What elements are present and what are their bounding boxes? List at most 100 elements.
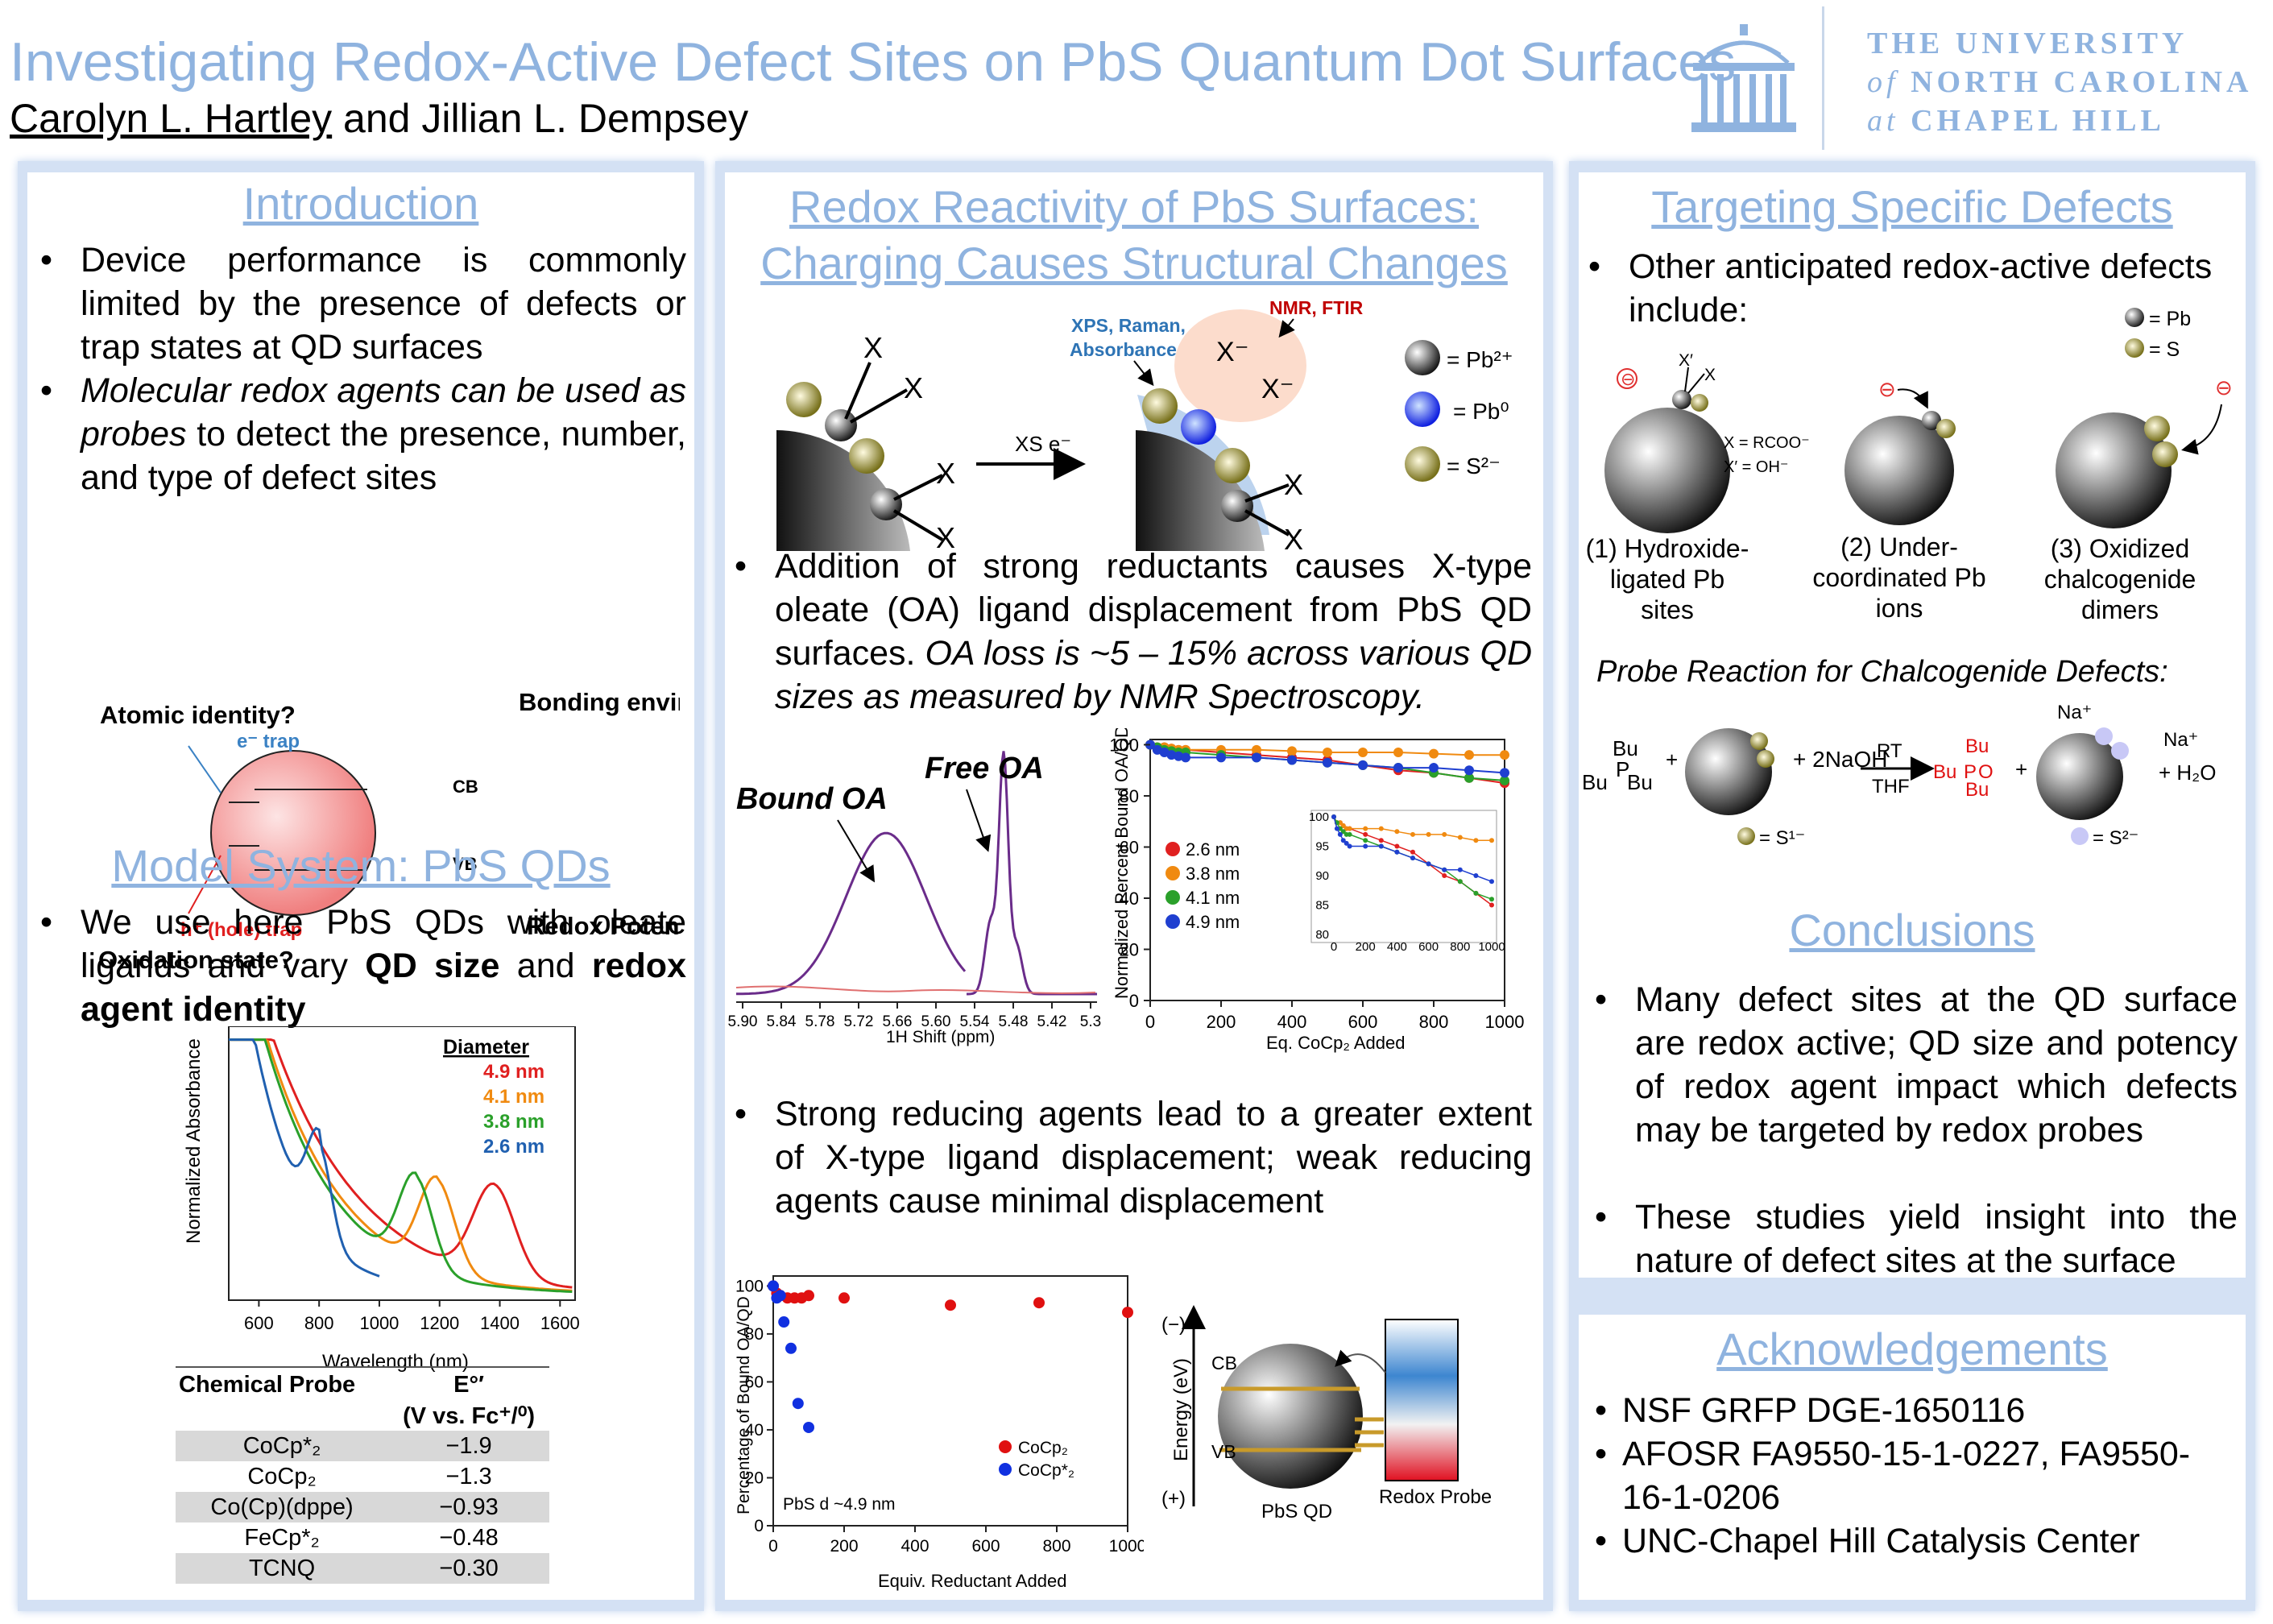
cell-potential: −0.30 [388, 1553, 549, 1584]
bound-oa-label: Bound OA [736, 782, 888, 816]
scatter-xlabel: Equiv. Reductant Added [878, 1571, 1066, 1591]
nmr-xtick: 5.48 [999, 1013, 1029, 1030]
product-bu: Bu [1965, 735, 1989, 757]
cell-probe: TCNQ [176, 1553, 389, 1584]
cell-potential: −0.93 [388, 1492, 549, 1522]
inset-point [1363, 826, 1368, 831]
scatter-point [803, 1290, 814, 1302]
defect-qd-2 [1844, 416, 1954, 525]
conclusion-bullet-1: • Many defect sites at the QD surface are… [1595, 980, 2238, 1150]
reactant-bu: Bu [1613, 736, 1638, 760]
cell-potential: −0.48 [439, 1524, 499, 1551]
table-row: CoCp*₂ −1.9 [176, 1431, 549, 1461]
inset-point [1363, 831, 1368, 837]
inset-point [1347, 831, 1352, 837]
titration-xtick: 600 [1348, 1012, 1378, 1032]
titration-ytick: 60 [1120, 837, 1139, 857]
legend-s-target: = S [2149, 338, 2180, 361]
titration-point [1323, 757, 1332, 768]
titration-point [1287, 755, 1297, 765]
pb-ball [825, 409, 857, 441]
inset-point [1394, 829, 1400, 835]
panel-acknowledgements: Acknowledgements • NSF GRFP DGE-1650116 •… [1579, 1315, 2246, 1600]
model-bullet-text-c: and [499, 947, 592, 985]
defect-2-line2: coordinated Pb [1812, 563, 1985, 592]
titration-point [1287, 746, 1297, 756]
logo-divider [1822, 6, 1824, 150]
inset-xtick: 600 [1418, 940, 1439, 954]
scatter-note: PbS d ~4.9 nm [783, 1495, 896, 1514]
th-potential-units: (V vs. Fc⁺/⁰) [403, 1402, 536, 1429]
authors: Carolyn L. Hartley and Jillian L. Dempse… [10, 95, 748, 142]
titration-point [1181, 752, 1190, 763]
ack-item-text: AFOSR FA9550-15-1-0227, FA9550-16-1-0206 [1622, 1435, 2191, 1517]
legend-pb0: = Pb⁰ [1453, 399, 1509, 424]
model-bullet-text-a: We use here PbS QDs with oleate ligands … [81, 903, 686, 985]
reaction-qd-2 [2036, 733, 2123, 820]
cell-potential: −1.9 [388, 1431, 549, 1461]
free-ligand-x-minus: X⁻ [1216, 337, 1249, 367]
energy-positive: (+) [1161, 1488, 1186, 1510]
titration-xtick: 800 [1419, 1012, 1449, 1032]
inset-ytick: 85 [1315, 899, 1329, 913]
legend-s2: = S²⁻ [2093, 827, 2138, 849]
chemical-probe-table: Chemical Probe E°′ (V vs. Fc⁺/⁰) CoCp*₂ −1… [176, 1369, 549, 1584]
redox-bullet-2-text: Strong reducing agents lead to a greater… [775, 1095, 1532, 1220]
reactant-bu: Bu [1582, 770, 1608, 794]
unc-chapel-hill: CHAPEL HILL [1898, 104, 2165, 138]
nmr-xtick: 5.90 [728, 1013, 758, 1030]
spectrum-legend-item: 4.9 nm [483, 1061, 544, 1083]
q-redox-potential: Redox Potential? [527, 912, 680, 940]
titration-point [1216, 752, 1226, 763]
inset-point [1473, 873, 1479, 878]
heading-conclusions: Conclusions [1789, 905, 2035, 955]
inset-ytick: 90 [1315, 869, 1329, 883]
scatter-legend-marker [999, 1440, 1012, 1453]
free-ligand-bubble [1174, 309, 1306, 422]
heading-introduction: Introduction [242, 178, 479, 229]
inset-point [1378, 843, 1384, 849]
poster-title: Investigating Redox-Active Defect Sites … [10, 31, 1737, 93]
inset-xtick: 1000 [1478, 940, 1505, 954]
titration-point [1323, 748, 1332, 758]
titration-xlabel: Eq. CoCp₂ Added [1266, 1033, 1405, 1053]
legend-s1-ball [1737, 827, 1755, 845]
nmr-xtick: 5.54 [960, 1013, 990, 1030]
titration-point [1464, 765, 1474, 776]
defect-2-line1: (2) Under- [1840, 532, 1958, 561]
titration-point [1500, 775, 1509, 785]
scatter-ytick: 0 [754, 1517, 764, 1535]
na-label: Na⁺ [2163, 729, 2198, 751]
heading-targeting: Targeting Specific Defects [1651, 181, 2173, 232]
spectrum-legend-item: 2.6 nm [483, 1136, 544, 1158]
defect-2-line3: ions [1876, 594, 1923, 623]
scatter-point [768, 1280, 779, 1292]
x-oh-label: X′ = OH⁻ [1724, 458, 1788, 476]
legend-s2-ball [2071, 827, 2089, 845]
nmr-xtick: 5.78 [805, 1013, 835, 1030]
reaction-qd-1 [1685, 728, 1772, 815]
q-atomic-identity: Atomic identity? [100, 701, 296, 729]
scatter-xtick: 0 [768, 1537, 778, 1556]
cell-probe: Co(Cp)(dppe) [176, 1492, 389, 1522]
spectrum-series-line [229, 1038, 573, 1293]
ligand-x: X [1284, 523, 1303, 551]
spectrum-series-line [229, 1038, 573, 1292]
heading-acknowledgements: Acknowledgements [1716, 1324, 2108, 1374]
titration-point [1358, 760, 1368, 770]
inset-point [1410, 856, 1415, 861]
titration-point [1393, 763, 1403, 773]
energy-vb: VB [1211, 1441, 1236, 1462]
scatter-ytick: 20 [745, 1469, 764, 1487]
table-top-rule [176, 1366, 549, 1368]
inset-point [1426, 861, 1431, 867]
inset-point [1363, 838, 1368, 843]
inset-point [1457, 867, 1463, 872]
s-dimer [2144, 416, 2170, 441]
sulfide-ball [1215, 448, 1250, 483]
inset-xtick: 200 [1356, 940, 1376, 954]
titration-point [1252, 752, 1261, 763]
s2-site [2095, 727, 2113, 745]
intro-bullet-2-emphasis: Molecular redox agents can be used as pr… [81, 371, 686, 454]
defect-types-diagram: = Pb = S X′ X ⊖ X = RCOO⁻ X′ = OH⁻ ⊖ ⊖ (… [1586, 308, 2233, 689]
